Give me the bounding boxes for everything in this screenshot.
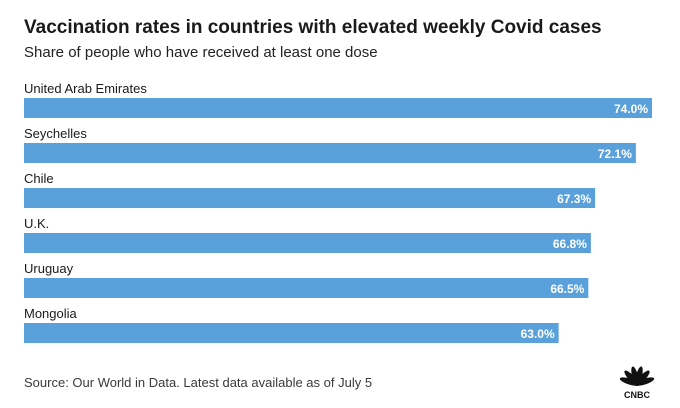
category-label: Mongolia: [24, 306, 78, 321]
value-label: 66.8%: [553, 237, 587, 251]
value-label: 63.0%: [521, 327, 555, 341]
bar-chart: United Arab Emirates 74.0% Seychelles 72.1%…: [24, 81, 652, 343]
value-label: 67.3%: [557, 192, 591, 206]
value-label: 66.5%: [550, 282, 584, 296]
bar: [24, 143, 636, 163]
source-note: Source: Our World in Data. Latest data a…: [24, 375, 373, 390]
peacock-icon: CNBC: [619, 366, 655, 400]
category-label: Seychelles: [24, 126, 87, 141]
category-label: U.K.: [24, 216, 49, 231]
chart-title: Vaccination rates in countries with elev…: [24, 17, 602, 38]
bar: [24, 323, 559, 343]
category-label: Uruguay: [24, 261, 74, 276]
chart-subtitle: Share of people who have received at lea…: [24, 44, 378, 61]
logo-wordmark: CNBC: [624, 390, 650, 400]
bar: [24, 98, 652, 118]
category-label: United Arab Emirates: [24, 81, 147, 96]
cnbc-logo: CNBC: [616, 362, 658, 400]
value-label: 72.1%: [598, 147, 632, 161]
category-label: Chile: [24, 171, 54, 186]
bar: [24, 233, 591, 253]
bar: [24, 278, 589, 298]
bar: [24, 188, 596, 208]
value-label: 74.0%: [614, 102, 648, 116]
